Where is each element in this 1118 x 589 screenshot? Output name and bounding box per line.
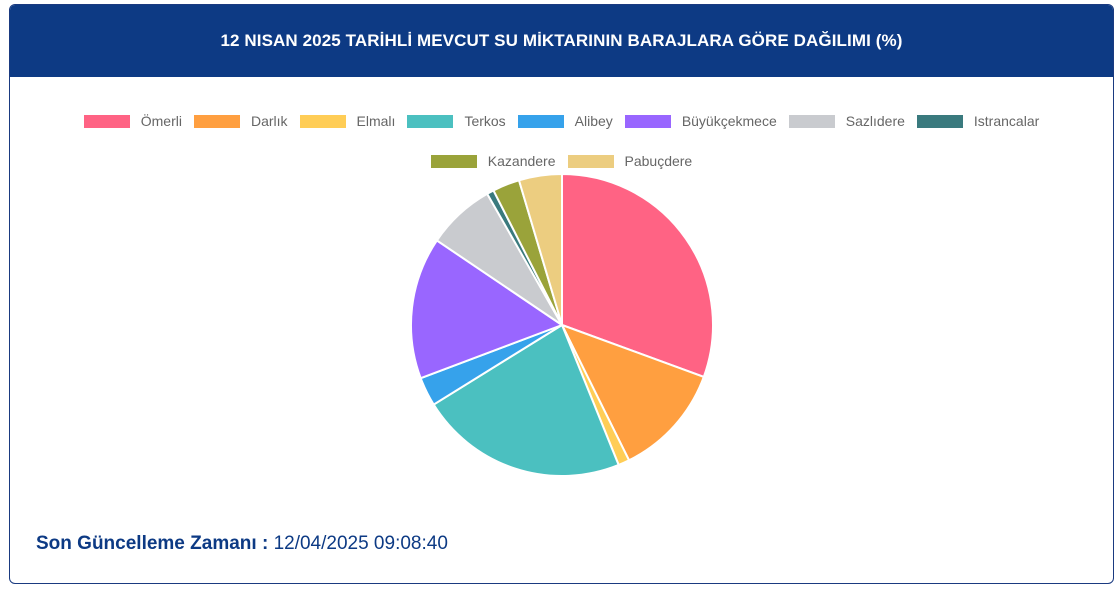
pie-slice-ömerli[interactable] bbox=[561, 172, 714, 379]
legend-swatch bbox=[788, 114, 835, 128]
legend-swatch bbox=[517, 114, 564, 128]
legend-item[interactable]: Pabuçdere bbox=[567, 153, 693, 169]
last-update-value: 12/04/2025 09:08:40 bbox=[273, 533, 448, 554]
legend-label: Alibey bbox=[574, 113, 613, 129]
legend-item[interactable]: Istrancalar bbox=[916, 113, 1040, 129]
chart-card: 12 NISAN 2025 TARİHLİ MEVCUT SU MİKTARIN… bbox=[9, 4, 1114, 584]
chart-legend: Ömerli Darlık Elmalı Terkos Alibey Büyükçekme… bbox=[10, 113, 1113, 169]
last-update: Son Güncelleme Zamanı : 12/04/2025 09:08… bbox=[36, 533, 448, 555]
legend-label: Ömerli bbox=[140, 113, 182, 129]
legend-item[interactable]: Sazlıdere bbox=[788, 113, 905, 129]
legend-item[interactable]: Alibey bbox=[517, 113, 613, 129]
pie-chart bbox=[410, 172, 714, 477]
legend-item[interactable]: Ömerli bbox=[83, 113, 182, 129]
legend-item[interactable]: Darlık bbox=[193, 113, 288, 129]
legend-swatch bbox=[83, 114, 130, 128]
legend-swatch bbox=[193, 114, 240, 128]
legend-label: Istrancalar bbox=[973, 113, 1040, 129]
legend-label: Pabuçdere bbox=[624, 153, 693, 169]
legend-swatch bbox=[567, 154, 614, 168]
legend-swatch bbox=[624, 114, 671, 128]
legend-swatch bbox=[407, 114, 454, 128]
legend-item[interactable]: Kazandere bbox=[430, 153, 556, 169]
legend-label: Kazandere bbox=[487, 153, 556, 169]
legend-label: Darlık bbox=[250, 113, 288, 129]
pie-slice-büyükçekmece[interactable] bbox=[410, 239, 565, 380]
legend-swatch bbox=[299, 114, 346, 128]
legend-label: Büyükçekmece bbox=[681, 113, 777, 129]
last-update-label: Son Güncelleme Zamanı : bbox=[36, 533, 269, 554]
legend-label: Sazlıdere bbox=[845, 113, 905, 129]
legend-label: Elmalı bbox=[356, 113, 396, 129]
legend-label: Terkos bbox=[464, 113, 506, 129]
pie-slice-terkos[interactable] bbox=[432, 323, 620, 477]
pie-slice-darlık[interactable] bbox=[559, 323, 706, 462]
legend-swatch bbox=[916, 114, 963, 128]
chart-title: 12 NISAN 2025 TARİHLİ MEVCUT SU MİKTARIN… bbox=[10, 5, 1113, 77]
legend-item[interactable]: Büyükçekmece bbox=[624, 113, 777, 129]
legend-item[interactable]: Elmalı bbox=[299, 113, 396, 129]
pie-slice-pabuçdere[interactable] bbox=[517, 172, 563, 326]
legend-item[interactable]: Terkos bbox=[407, 113, 506, 129]
legend-swatch bbox=[430, 154, 477, 168]
